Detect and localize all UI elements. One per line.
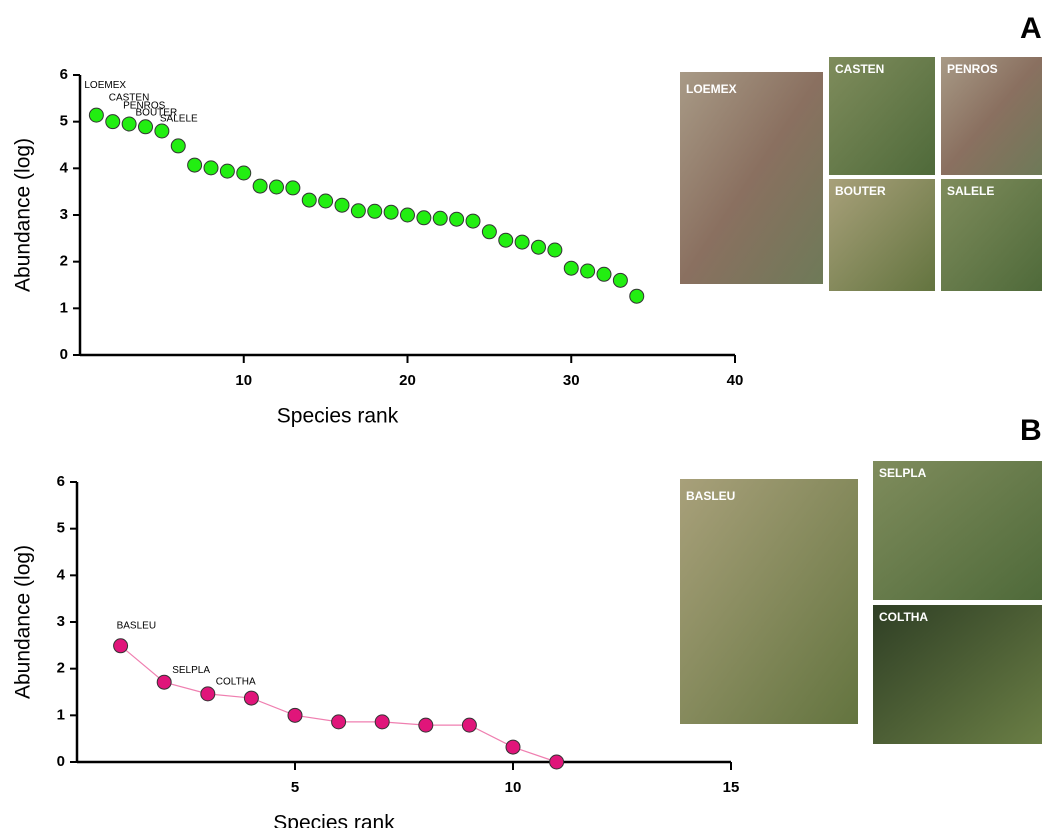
point-label: PENROS [123, 101, 166, 112]
point [121, 116, 137, 132]
point-label: SALELE [160, 114, 198, 125]
photo [941, 179, 1042, 291]
point [418, 717, 434, 733]
point [449, 211, 465, 227]
point-label: LOEMEX [84, 80, 126, 91]
point [138, 119, 153, 135]
point [269, 179, 284, 195]
point-label: BASLEU [117, 620, 156, 631]
point [498, 232, 514, 248]
point [331, 714, 347, 730]
point [629, 288, 645, 304]
point [400, 207, 415, 223]
point [285, 180, 301, 196]
photo-label: SELPLA [879, 466, 927, 480]
photo [873, 605, 1042, 744]
point [383, 204, 399, 220]
point [612, 272, 628, 288]
point [367, 203, 383, 219]
y-tick-label: 5 [57, 520, 65, 537]
y-tick-label: 0 [57, 753, 65, 770]
point [505, 739, 521, 755]
point [596, 266, 612, 282]
y-tick-label: 3 [60, 206, 68, 223]
point [301, 192, 317, 208]
x-tick-label: 20 [399, 372, 416, 389]
x-tick-label: 15 [723, 779, 740, 796]
photo-label: CASTEN [835, 62, 884, 76]
photo-label: SALELE [947, 184, 994, 198]
point [318, 193, 334, 209]
photo [680, 72, 823, 284]
point [432, 210, 448, 226]
point [113, 638, 129, 654]
y-tick-label: 2 [57, 660, 65, 677]
point [374, 714, 390, 730]
y-tick-label: 2 [60, 253, 68, 270]
x-axis-title: Species rank [273, 812, 395, 828]
y-tick-label: 5 [60, 113, 68, 130]
y-tick-label: 6 [57, 473, 65, 490]
point [236, 165, 252, 181]
point [252, 178, 268, 194]
photo [873, 461, 1042, 600]
x-tick-label: 10 [235, 372, 252, 389]
point [465, 213, 481, 229]
point [461, 717, 477, 733]
point [219, 163, 235, 179]
point [350, 203, 366, 219]
point-label: CASTEN [109, 92, 150, 103]
point [514, 234, 530, 250]
point [481, 224, 497, 240]
point-label: COLTHA [216, 677, 256, 688]
point [287, 707, 303, 723]
y-tick-label: 1 [57, 706, 65, 723]
point [156, 674, 172, 690]
series-line [120, 645, 557, 763]
photo [829, 179, 935, 291]
point [549, 754, 565, 770]
point [88, 107, 104, 123]
photo [829, 57, 935, 175]
point [416, 210, 432, 226]
y-tick-label: 4 [60, 159, 69, 176]
photo-label: PENROS [947, 62, 998, 76]
point [187, 157, 203, 173]
y-tick-label: 1 [60, 299, 68, 316]
point [531, 239, 546, 255]
y-axis-title: Abundance (log) [12, 545, 35, 699]
x-tick-label: 30 [563, 372, 580, 389]
x-tick-label: 40 [727, 372, 744, 389]
x-tick-label: 5 [291, 779, 299, 796]
point [580, 263, 596, 279]
point [203, 160, 219, 176]
x-tick-label: 10 [505, 779, 522, 796]
point [243, 690, 259, 706]
point-label: SELPLA [172, 665, 210, 676]
point-label: BOUTER [136, 107, 178, 118]
photo [941, 57, 1042, 175]
photo-label: COLTHA [879, 610, 928, 624]
point [547, 242, 563, 258]
point [170, 138, 186, 154]
point [154, 123, 170, 139]
x-axis-title: Species rank [277, 405, 399, 428]
panel-label: A [1020, 12, 1042, 45]
point [105, 114, 121, 130]
point [563, 260, 579, 276]
photo [680, 479, 858, 724]
photo-label: BASLEU [686, 489, 735, 503]
photo-label: LOEMEX [686, 82, 737, 96]
point [334, 197, 350, 213]
y-tick-label: 3 [57, 613, 65, 630]
y-tick-label: 6 [60, 66, 68, 83]
point [200, 686, 216, 702]
panel-label: B [1020, 414, 1042, 447]
photo-label: BOUTER [835, 184, 886, 198]
y-tick-label: 4 [57, 566, 66, 583]
y-tick-label: 0 [60, 346, 68, 363]
y-axis-title: Abundance (log) [12, 138, 35, 292]
